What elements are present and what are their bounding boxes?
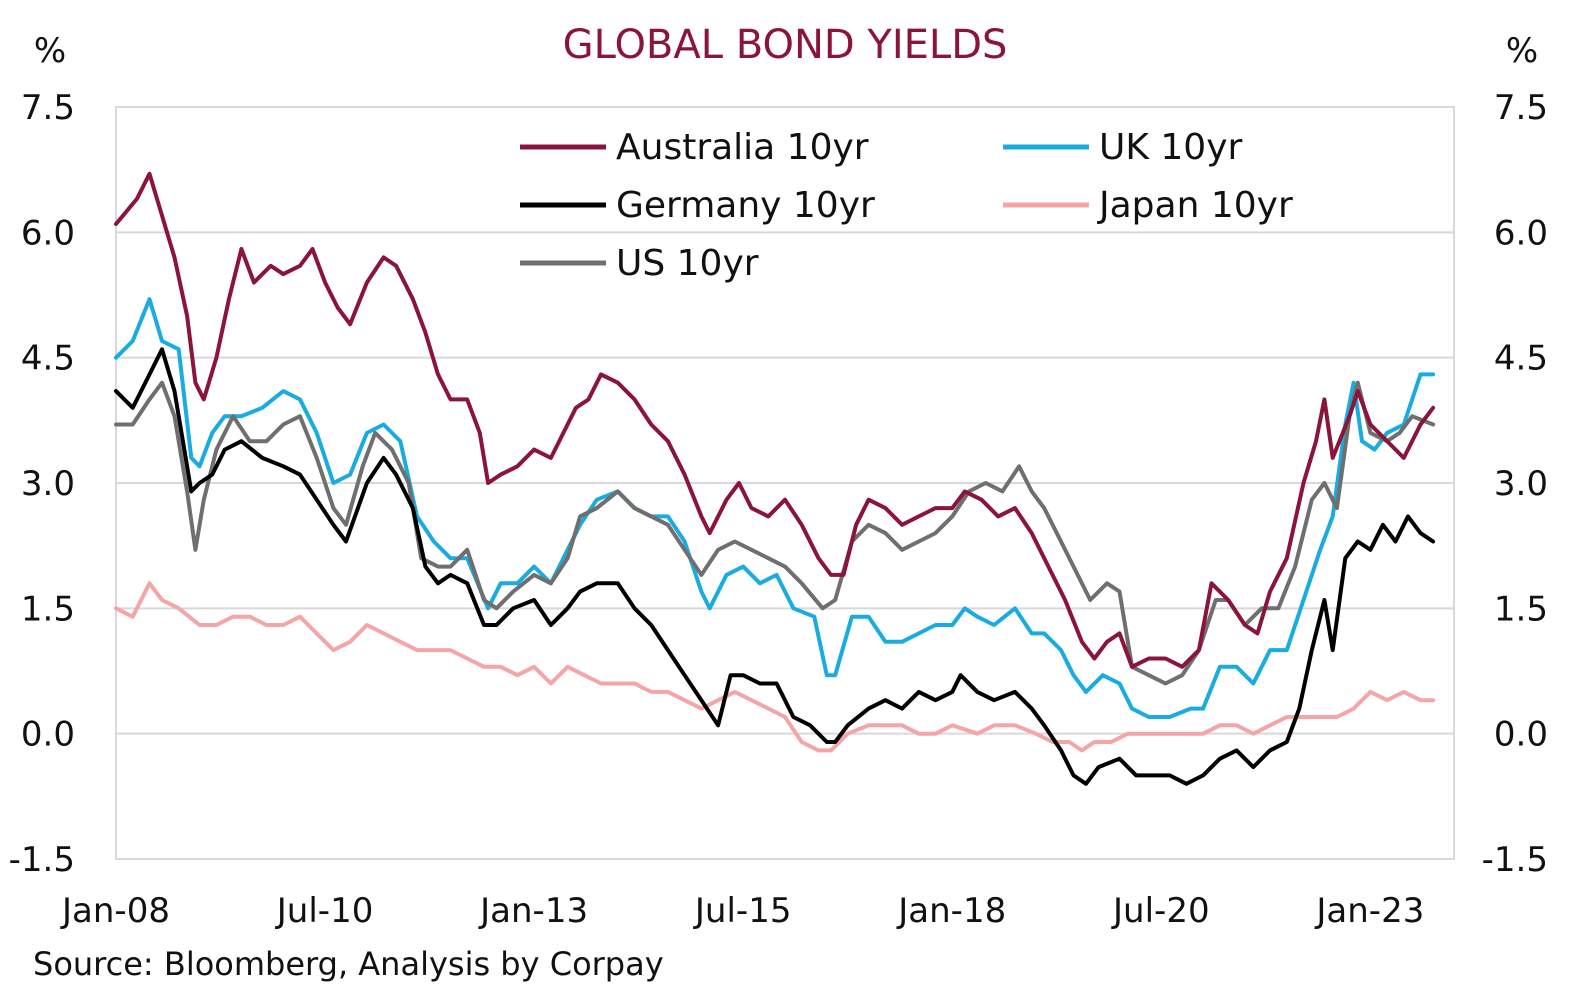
legend-label: Australia 10yr — [616, 127, 869, 168]
x-tick-label: Jul-10 — [275, 891, 374, 931]
y-tick-label-right: 3.0 — [1494, 464, 1548, 504]
x-tick-label: Jul-20 — [1111, 891, 1210, 931]
x-axis: Jan-08 Jul-10 Jan-13 Jul-15 Jan-18 Jul-20 Jan-… — [60, 891, 1424, 931]
x-tick-label: Jan-13 — [478, 891, 588, 931]
x-tick-label: Jan-08 — [60, 891, 170, 931]
y-tick-label-right: 1.5 — [1494, 589, 1548, 629]
right-y-axis: 7.5 6.0 4.5 3.0 1.5 0.0 -1.5 — [1482, 88, 1548, 880]
right-axis-unit: % — [1506, 31, 1538, 71]
legend-label: UK 10yr — [1099, 127, 1243, 168]
y-tick-label-right: 4.5 — [1494, 339, 1548, 379]
y-tick-label-left: -1.5 — [9, 840, 75, 880]
y-tick-label-left: 7.5 — [21, 88, 75, 128]
y-tick-label-right: 7.5 — [1494, 88, 1548, 128]
legend-label: US 10yr — [616, 243, 759, 284]
legend-label: Japan 10yr — [1097, 185, 1293, 226]
y-tick-label-right: -1.5 — [1482, 840, 1548, 880]
legend: Australia 10yr UK 10yr Germany 10yr Japan 1… — [520, 127, 1293, 284]
series-lines — [114, 171, 1436, 786]
source-note: Source: Bloomberg, Analysis by Corpay — [33, 945, 664, 983]
y-tick-label-left: 1.5 — [21, 589, 75, 629]
series-line-japan-10yr — [114, 581, 1436, 753]
y-tick-label-left: 3.0 — [21, 464, 75, 504]
left-axis-unit: % — [34, 31, 66, 71]
y-tick-label-right: 6.0 — [1494, 213, 1548, 253]
y-tick-label-left: 6.0 — [21, 213, 75, 253]
left-y-axis: 7.5 6.0 4.5 3.0 1.5 0.0 -1.5 — [9, 88, 75, 880]
x-tick-label: Jan-18 — [896, 891, 1006, 931]
x-tick-label: Jan-23 — [1314, 891, 1424, 931]
y-tick-label-left: 0.0 — [21, 715, 75, 755]
chart-title: GLOBAL BOND YIELDS — [563, 22, 1008, 68]
plot-frame — [115, 106, 1455, 860]
y-tick-label-right: 0.0 — [1494, 715, 1548, 755]
legend-label: Germany 10yr — [616, 185, 875, 226]
grid-lines — [116, 231, 1454, 735]
x-tick-label: Jul-15 — [693, 891, 792, 931]
series-line-germany-10yr — [114, 347, 1436, 786]
series-line-australia-10yr — [114, 171, 1436, 669]
y-tick-label-left: 4.5 — [21, 339, 75, 379]
series-line-uk-10yr — [114, 297, 1436, 719]
